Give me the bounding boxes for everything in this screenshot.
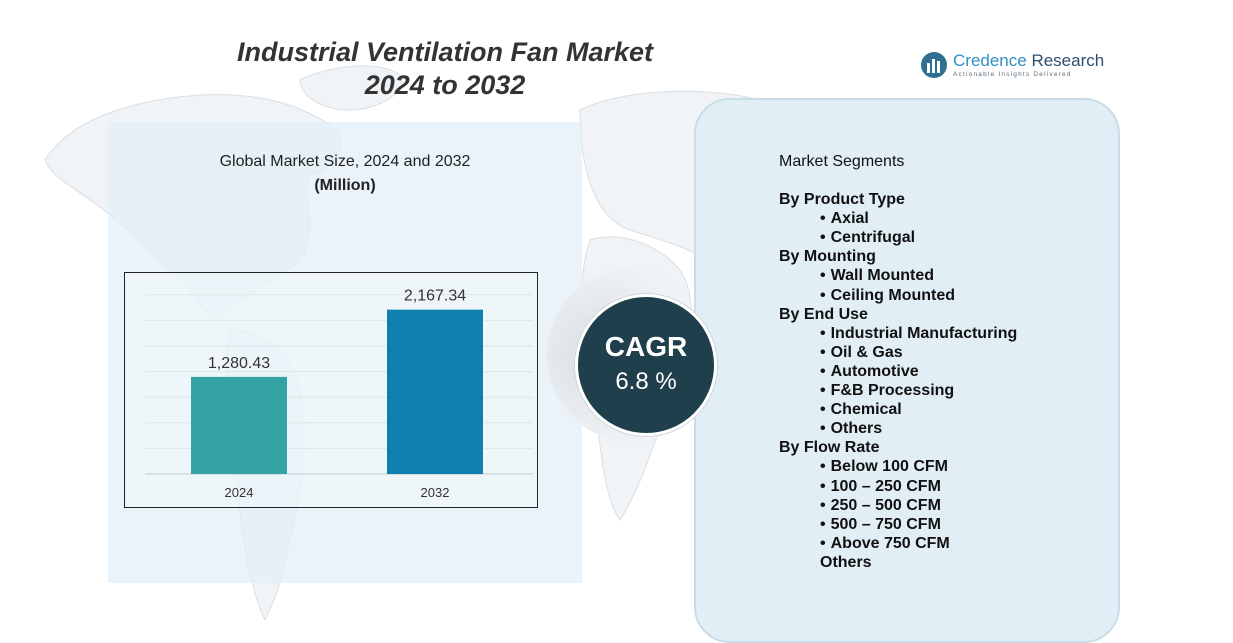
segment-trailing-item: Others bbox=[820, 553, 872, 571]
market-segments: Market Segments By Product Type • Axial • Ce… bbox=[779, 152, 1109, 572]
bullet-icon: • bbox=[820, 210, 826, 228]
segment-group-heading: By Mounting bbox=[779, 248, 876, 266]
logo-name: Credence Research bbox=[953, 51, 1105, 70]
segment-item-label: Others bbox=[830, 420, 883, 438]
chart-unit: (Million) bbox=[314, 177, 376, 194]
bullet-icon: • bbox=[820, 229, 826, 247]
segment-item: • Chemical bbox=[779, 400, 1109, 419]
bullet-icon: • bbox=[820, 286, 826, 304]
chart-title: Global Market Size, 2024 and 2032 bbox=[219, 153, 471, 170]
bar-chart: 1,280.43 2024 2,167.34 2032 bbox=[124, 272, 538, 508]
segment-item-label: 500 – 750 CFM bbox=[830, 515, 941, 533]
segment-item: • Industrial Manufacturing bbox=[779, 324, 1109, 343]
segment-item-label: Below 100 CFM bbox=[830, 458, 948, 476]
segment-item: • Oil & Gas bbox=[779, 343, 1109, 362]
segment-item: • Others bbox=[779, 419, 1109, 438]
bullet-icon: • bbox=[820, 401, 826, 419]
segment-group-heading: By End Use bbox=[779, 305, 868, 323]
cagr-label: CAGR bbox=[604, 331, 688, 362]
cagr-value: 6.8 % bbox=[615, 368, 677, 395]
bullet-icon: • bbox=[820, 477, 826, 495]
title-line-1: Industrial Ventilation Fan Market bbox=[236, 37, 654, 67]
segments-title: Market Segments bbox=[779, 153, 905, 170]
x-tick-label-2024: 2024 bbox=[225, 485, 254, 500]
segment-item: • Ceiling Mounted bbox=[779, 286, 1109, 305]
segment-group-heading: By Product Type bbox=[779, 191, 905, 209]
bar-2024 bbox=[191, 376, 287, 474]
bullet-icon: • bbox=[820, 458, 826, 476]
chart-heading: Global Market Size, 2024 and 2032 (Milli… bbox=[108, 150, 582, 198]
bullet-icon: • bbox=[820, 382, 826, 400]
segment-group-heading: By Flow Rate bbox=[779, 439, 880, 457]
segment-item-label: Axial bbox=[830, 210, 869, 228]
bullet-icon: • bbox=[820, 324, 826, 342]
bullet-icon: • bbox=[820, 343, 826, 361]
credence-research-logo: Credence Research Actionable Insights De… bbox=[920, 48, 1110, 88]
segment-item: • F&B Processing bbox=[779, 381, 1109, 400]
cagr-badge bbox=[575, 294, 717, 436]
segment-item: • Wall Mounted bbox=[779, 266, 1109, 285]
infographic-title: Industrial Ventilation Fan Market 2024 t… bbox=[200, 36, 690, 102]
bar-chart-plot: 1,280.43 2024 2,167.34 2032 bbox=[145, 288, 533, 500]
segment-item: • Centrifugal bbox=[779, 228, 1109, 247]
value-label-2024: 1,280.43 bbox=[208, 355, 270, 372]
segment-item-label: Wall Mounted bbox=[830, 267, 934, 285]
segment-item: • 100 – 250 CFM bbox=[779, 477, 1109, 496]
segment-item: • 250 – 500 CFM bbox=[779, 496, 1109, 515]
segment-item: • Above 750 CFM bbox=[779, 534, 1109, 553]
segment-item: • Below 100 CFM bbox=[779, 457, 1109, 476]
value-label-2032: 2,167.34 bbox=[404, 288, 466, 305]
segment-item: • Automotive bbox=[779, 362, 1109, 381]
bullet-icon: • bbox=[820, 420, 826, 438]
segment-item-label: Automotive bbox=[830, 362, 919, 380]
segment-item-label: 250 – 500 CFM bbox=[830, 496, 941, 514]
bullet-icon: • bbox=[820, 534, 826, 552]
market-size-panel bbox=[108, 122, 582, 583]
segment-item-label: 100 – 250 CFM bbox=[830, 477, 941, 495]
segment-item: • Axial bbox=[779, 209, 1109, 228]
logo-bars-icon bbox=[921, 52, 947, 78]
segments-panel bbox=[694, 98, 1120, 643]
segment-item-label: Chemical bbox=[830, 401, 902, 419]
segment-item-label: Ceiling Mounted bbox=[830, 286, 956, 304]
bar-2032 bbox=[387, 309, 483, 474]
bullet-icon: • bbox=[820, 267, 826, 285]
segment-item-label: Centrifugal bbox=[830, 229, 916, 247]
x-tick-label-2032: 2032 bbox=[421, 485, 450, 500]
logo-tagline: Actionable Insights Delivered bbox=[953, 71, 1072, 78]
title-line-2: 2024 to 2032 bbox=[364, 70, 526, 100]
segment-item-label: Above 750 CFM bbox=[830, 534, 950, 552]
bullet-icon: • bbox=[820, 496, 826, 514]
segment-item-label: Industrial Manufacturing bbox=[830, 324, 1018, 342]
segment-item: • 500 – 750 CFM bbox=[779, 515, 1109, 534]
bullet-icon: • bbox=[820, 515, 826, 533]
bullet-icon: • bbox=[820, 362, 826, 380]
segment-item-label: Oil & Gas bbox=[830, 343, 903, 361]
segment-item-label: F&B Processing bbox=[830, 382, 955, 400]
